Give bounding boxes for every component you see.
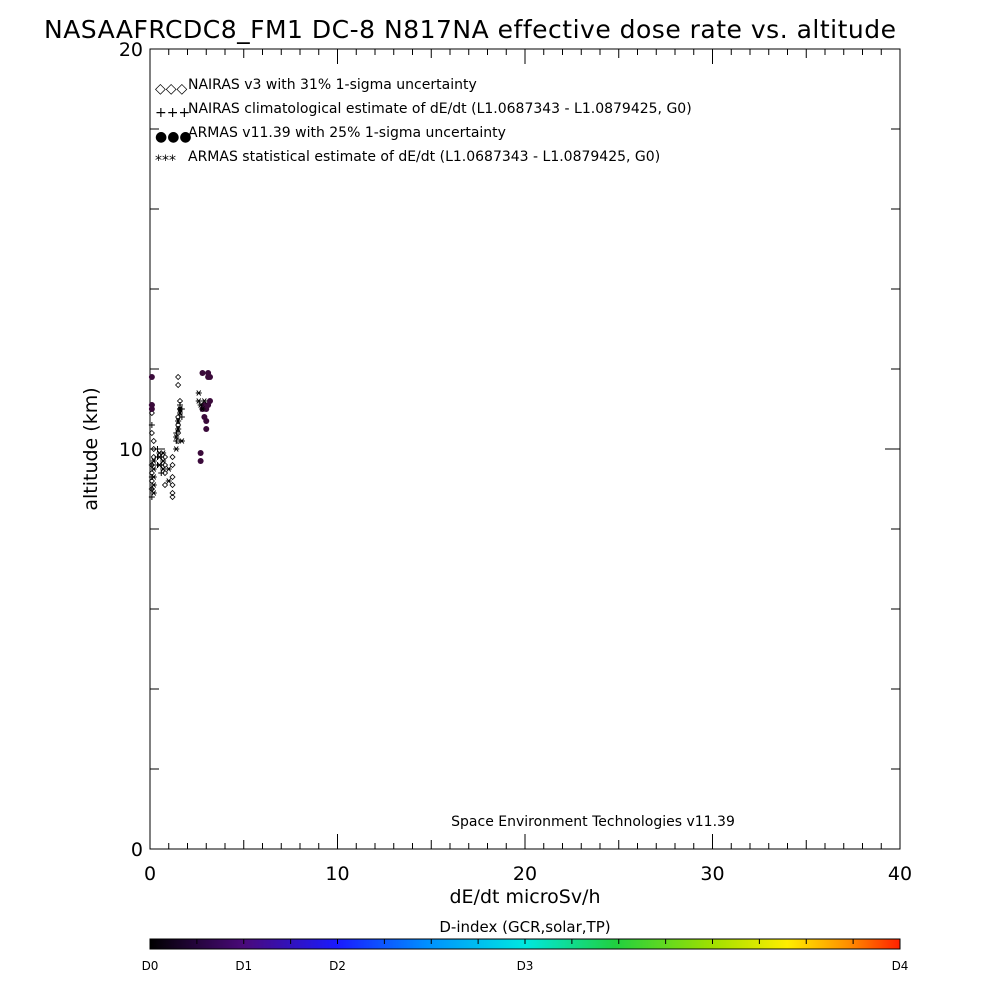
armas-statistical-point xyxy=(201,398,208,404)
armas-point xyxy=(203,418,210,424)
legend-label: NAIRAS climatological estimate of dE/dt … xyxy=(188,101,692,117)
armas-statistical-point xyxy=(178,438,185,444)
armas-point xyxy=(148,402,155,408)
armas-statistical-point xyxy=(173,446,180,452)
armas-statistical-point xyxy=(175,418,182,424)
armas-point xyxy=(148,374,155,380)
nairas-v3-point xyxy=(161,481,169,489)
armas-statistical-point xyxy=(177,406,183,412)
armas-statistical-point xyxy=(150,474,157,480)
nairas-v3-point xyxy=(148,429,155,437)
colorbar-label: D3 xyxy=(517,959,534,973)
nairas-v3-point xyxy=(150,445,157,453)
colorbar-label: D2 xyxy=(329,959,346,973)
axis-ticks xyxy=(149,48,901,850)
armas-statistical-point xyxy=(150,490,157,496)
armas-statistical-point xyxy=(165,466,172,472)
nairas-climatological-point xyxy=(148,422,155,428)
armas-point xyxy=(197,450,204,456)
y-tick-label: 10 xyxy=(119,439,143,461)
nairas-v3-point xyxy=(169,493,176,501)
legend-label: ARMAS statistical estimate of dE/dt (L1.… xyxy=(188,149,660,165)
nairas-v3-point xyxy=(169,453,176,461)
legend-symbol: ●●● xyxy=(155,129,192,145)
nairas-v3-point xyxy=(169,489,176,497)
armas-statistical-point xyxy=(175,426,182,432)
colorbar-label: D1 xyxy=(235,959,252,973)
armas-point xyxy=(197,458,204,464)
nairas-v3-point xyxy=(169,461,176,469)
colorbar-label: D0 xyxy=(142,959,159,973)
armas-statistical-point xyxy=(156,462,163,468)
legend-symbol: ◇◇◇ xyxy=(155,81,188,97)
nairas-v3-point xyxy=(150,453,157,461)
legend-symbol: +++ xyxy=(155,105,190,121)
armas-statistical-point xyxy=(160,450,167,456)
nairas-v3-point xyxy=(175,381,182,389)
legend-label: NAIRAS v3 with 31% 1-sigma uncertainty xyxy=(188,77,477,93)
armas-statistical-point xyxy=(150,458,157,464)
colorbar-title: D-index (GCR,solar,TP) xyxy=(439,918,610,936)
y-tick-label: 20 xyxy=(119,39,143,61)
x-tick-label: 20 xyxy=(513,863,537,885)
nairas-v3-point xyxy=(150,437,157,445)
legend: ◇◇◇ NAIRAS v3 with 31% 1-sigma uncertaint… xyxy=(155,77,692,169)
armas-statistical-point xyxy=(150,482,157,488)
legend-symbol: *** xyxy=(155,153,176,169)
armas-point xyxy=(199,370,206,376)
credit-annotation: Space Environment Technologies v11.39 xyxy=(451,814,735,830)
armas-statistical-point xyxy=(160,466,167,472)
armas-statistical-point xyxy=(195,398,202,404)
plot-frame xyxy=(149,48,901,850)
armas-statistical-point xyxy=(165,478,172,484)
nairas-climatological-point xyxy=(177,402,183,408)
x-tick-label: 0 xyxy=(144,863,156,885)
armas-point xyxy=(207,374,213,380)
armas-statistical-point xyxy=(199,406,206,412)
nairas-v3-point xyxy=(161,461,169,469)
legend-label: ARMAS v11.39 with 25% 1-sigma uncertaint… xyxy=(188,125,506,141)
armas-point xyxy=(203,426,210,432)
data-points xyxy=(148,370,213,501)
y-tick-label: 0 xyxy=(131,839,143,861)
chart-title: NASAAFRCDC8_FM1 DC-8 N817NA effective do… xyxy=(44,15,897,44)
armas-statistical-point xyxy=(150,466,157,472)
armas-point xyxy=(207,398,213,404)
armas-statistical-point xyxy=(195,390,202,396)
nairas-v3-point xyxy=(148,409,155,417)
colorbar-ticks: D0 D1 D2 D3 D4 xyxy=(142,939,909,973)
nairas-v3-point xyxy=(175,373,182,381)
nairas-v3-point xyxy=(161,453,169,461)
axis-tick-labels: 0 10 20 30 40 0 10 20 xyxy=(119,39,912,885)
armas-statistical-point xyxy=(197,402,204,408)
nairas-v3-point xyxy=(161,469,169,477)
armas-statistical-point xyxy=(160,458,167,464)
nairas-climatological-point xyxy=(173,438,180,444)
nairas-v3-point xyxy=(169,473,176,481)
colorbar-label: D4 xyxy=(892,959,909,973)
x-tick-label: 10 xyxy=(325,863,349,885)
x-tick-label: 30 xyxy=(700,863,724,885)
nairas-v3-point xyxy=(148,477,155,485)
armas-statistical-point xyxy=(173,434,180,440)
y-axis-label: altitude (km) xyxy=(80,387,102,510)
nairas-v3-point xyxy=(169,481,176,489)
x-axis-label: dE/dt microSv/h xyxy=(449,886,600,908)
x-tick-label: 40 xyxy=(888,863,912,885)
